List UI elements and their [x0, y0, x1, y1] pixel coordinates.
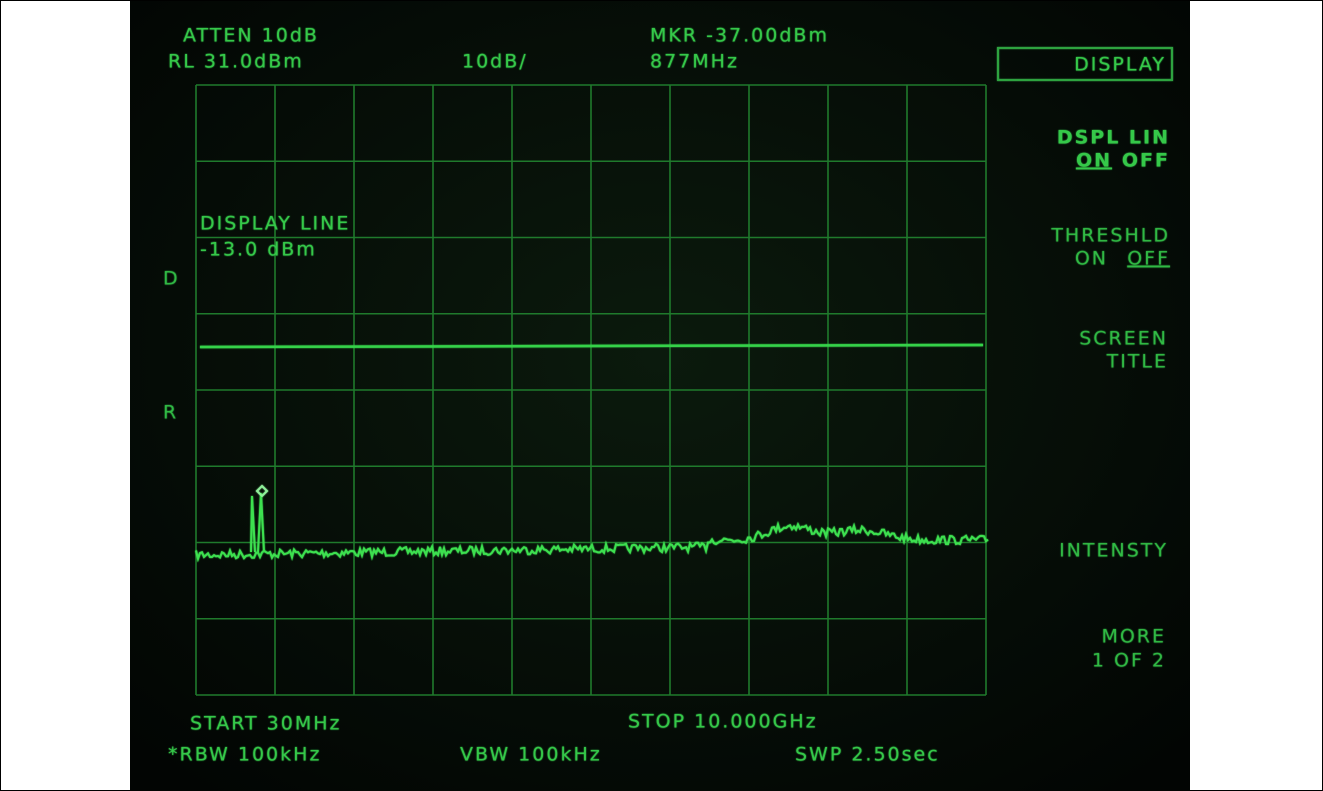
- softkey-label[interactable]: TITLE: [1106, 351, 1168, 373]
- softkey-label[interactable]: MORE: [1101, 626, 1166, 648]
- softkey-label[interactable]: DSPL LIN: [1057, 127, 1170, 149]
- side-marker: D: [163, 268, 180, 290]
- marker: MKR -37.00dBm: [650, 25, 829, 47]
- side-marker: R: [163, 402, 178, 424]
- softkey-label[interactable]: SCREEN: [1079, 328, 1168, 350]
- rbw: *RBW 100kHz: [168, 744, 321, 766]
- softkey-label[interactable]: THRESHLD: [1050, 225, 1170, 247]
- softkey-option[interactable]: ON: [1075, 248, 1108, 270]
- menu-title: DISPLAY: [1074, 54, 1166, 76]
- graticule: [195, 84, 987, 696]
- menu-title-box: [997, 47, 1173, 81]
- softkey-option[interactable]: OFF: [1127, 248, 1170, 270]
- start-freq: START 30MHz: [190, 713, 341, 735]
- atten: ATTEN 10dB: [183, 25, 319, 47]
- screen-content: ATTEN 10dB RL 31.0dBm 10dB/ MKR -37.00dB…: [163, 25, 1173, 766]
- softkey-option[interactable]: ON: [1076, 150, 1112, 172]
- spectrum-trace: [195, 520, 989, 563]
- marker-diamond: [255, 484, 269, 498]
- sweep-time: SWP 2.50sec: [795, 744, 940, 766]
- marker-freq: 877MHz: [650, 51, 739, 73]
- stop-freq: STOP 10.000GHz: [628, 711, 818, 733]
- ref-level: RL 31.0dBm: [168, 51, 304, 73]
- spur: [250, 492, 265, 553]
- softkey-label[interactable]: INTENSTY: [1059, 540, 1168, 562]
- softkey-label[interactable]: 1 OF 2: [1092, 650, 1166, 672]
- softkey-option[interactable]: OFF: [1122, 150, 1170, 172]
- instrument-screen: [130, 1, 1190, 791]
- scale: 10dB/: [462, 51, 528, 73]
- display-line: [199, 343, 984, 349]
- display-line-label: DISPLAY LINE: [200, 213, 350, 235]
- display-line-value: -13.0 dBm: [200, 239, 317, 261]
- vbw: VBW 100kHz: [460, 744, 602, 766]
